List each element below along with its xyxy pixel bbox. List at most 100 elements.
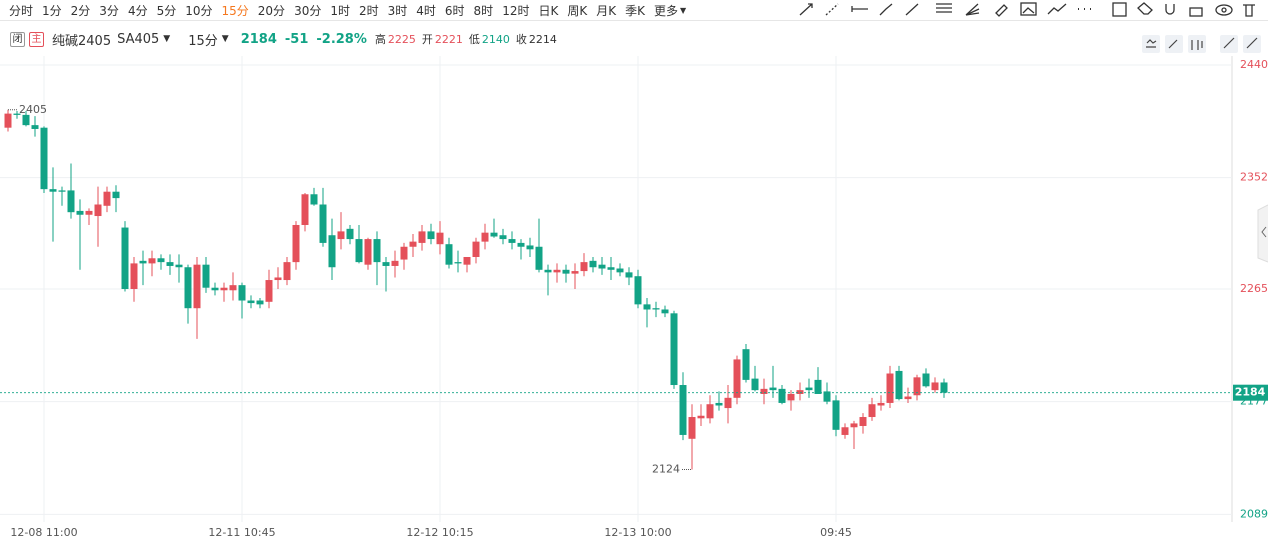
collapse-arrow[interactable] [1261,226,1267,238]
period-tab[interactable]: 月K [596,3,617,18]
candle-body [31,125,39,129]
dropdown-arrow[interactable]: ▼ [679,5,687,15]
period-tab[interactable]: 12时 [502,3,530,18]
candle-body [796,390,804,394]
header: 闭 主 纯碱2405 SA405 ▼ 15分 ▼ 2184 -51 -2.28%… [0,28,557,50]
drawing-tools[interactable] [799,2,1255,17]
period-tab[interactable]: 15分 [221,3,249,18]
y-tick-label: 2352 [1240,171,1268,184]
x-tick-label: 12-13 10:00 [604,526,671,539]
period-tab[interactable]: 季K [625,3,645,18]
period-tab[interactable]: 10分 [185,3,213,18]
x-tick-label: 12-11 10:45 [208,526,275,539]
period-tab[interactable]: 1分 [42,3,62,18]
candle-body [67,190,75,213]
candle-body [706,404,714,419]
dropdown-arrow[interactable]: ▼ [163,34,171,44]
candle-body [418,231,426,243]
stat-value: 2214 [528,33,557,46]
x-tick-label: 09:45 [820,526,852,539]
period-tab[interactable]: 更多 [653,3,678,18]
period-tab[interactable]: 20分 [257,3,286,18]
candle-body [670,313,678,386]
candle-body [211,287,219,291]
candle-body [679,385,687,435]
period-tab[interactable]: 周K [567,3,588,18]
candle-body [697,415,705,419]
candle-body [301,194,309,225]
candle-body [427,231,435,240]
candle-body [607,267,615,270]
chart-tools[interactable] [1142,35,1261,53]
period-tab[interactable]: 6时 [444,3,465,18]
name[interactable]: 纯碱2405 [52,33,112,49]
candle-body [724,397,732,409]
candle-body [346,228,354,240]
stat-label: 低 [468,33,480,46]
candle-body [742,349,750,380]
candle-body [769,387,777,391]
code[interactable]: SA405 [117,31,160,47]
candle-body [814,379,822,394]
candle-body [256,300,264,305]
candle-body [121,227,129,289]
candle-body [571,271,579,274]
candle-body [643,304,651,310]
candle-body [517,242,525,247]
candle-body [409,241,417,247]
candle-body [391,260,399,266]
candle-body [229,285,237,291]
candle-body [319,204,327,243]
candle-body [580,262,588,272]
period-tab[interactable]: 1时 [330,3,350,18]
candle-body [400,246,408,260]
period-tab[interactable]: 8时 [473,3,494,18]
stat-value: 2225 [387,33,416,46]
period-tab[interactable]: 4分 [127,3,148,18]
candle-body [904,396,912,400]
period-tab[interactable]: 分时 [9,3,34,18]
period-tab[interactable]: 4时 [416,3,436,18]
stat-value: 2140 [481,33,510,46]
candle-body [238,285,246,301]
dropdown-arrow[interactable]: ▼ [221,34,229,44]
change-pct: -2.28% [316,31,367,47]
candle-body [661,309,669,314]
candle-body [931,382,939,391]
candle-body [13,113,21,115]
candle-body [733,359,741,398]
candle-body [4,113,12,128]
candle-body [598,264,606,269]
period-tab[interactable]: 3时 [387,3,408,18]
period-tab[interactable]: 3分 [99,3,119,18]
candle-body [130,263,138,289]
candle-body [625,272,633,278]
period[interactable]: 15分 [188,33,218,49]
period-tab[interactable]: 日K [538,3,559,18]
period-tab[interactable]: 30分 [294,3,322,18]
candle-body [508,239,516,243]
candle-body [310,194,318,205]
period-tab[interactable]: 2时 [358,3,379,18]
y-tick-label: 2265 [1240,282,1268,295]
stat-label: 收 [515,33,527,46]
candle-body [859,417,867,426]
candle-body [76,210,84,215]
main-badge[interactable]: 主 [29,31,44,47]
candle-body [544,269,552,273]
y-tick-label: 2089 [1240,507,1268,520]
x-tick-label: 12-08 11:00 [10,526,77,539]
candle-body [265,280,273,302]
period-tab[interactable]: 2分 [70,3,91,18]
period-tab[interactable]: 5分 [156,3,177,18]
candle-body [166,262,174,266]
x-tick-label: 12-12 10:15 [406,526,473,539]
candle-body [373,239,381,263]
candle-body [436,232,444,245]
candle-body [868,404,876,418]
candle-body [877,402,885,406]
candle-body [382,262,390,266]
candle-body [715,402,723,406]
